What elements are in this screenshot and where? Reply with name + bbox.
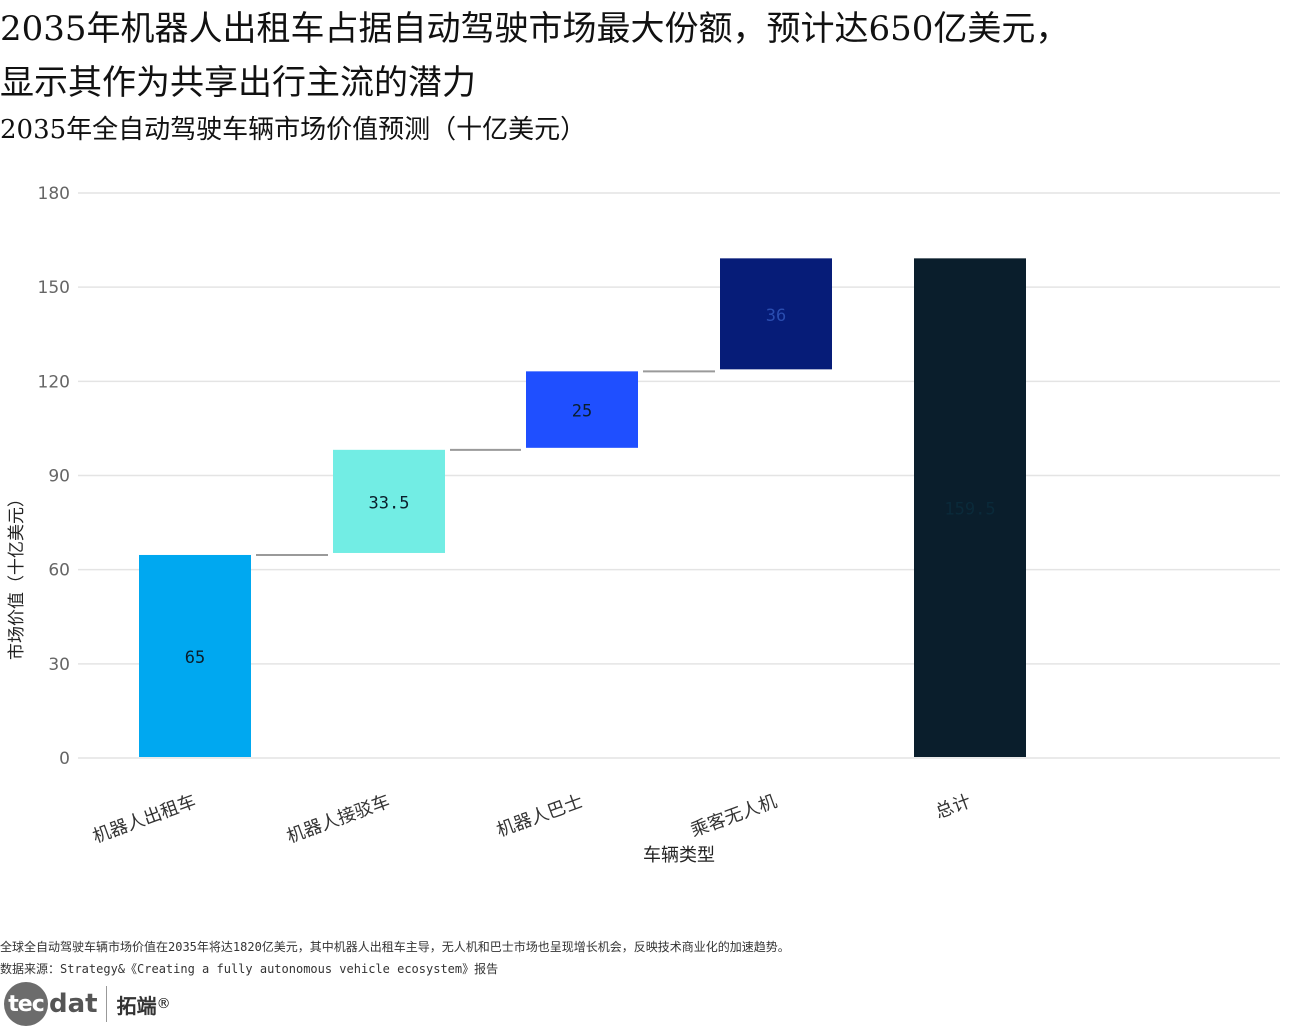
x-tick-label: 总计 <box>933 791 974 823</box>
brand-logo: tec dat 拓端 ® <box>4 982 171 1026</box>
bar <box>139 554 251 757</box>
x-tick-label: 机器人巴士 <box>494 791 586 842</box>
y-tick-label: 0 <box>59 749 70 769</box>
x-tick-label: 乘客无人机 <box>688 791 780 842</box>
y-tick-label: 90 <box>48 467 70 487</box>
bar <box>914 258 1026 757</box>
bar-value-label: 65 <box>185 648 205 668</box>
footnote-description: 全球全自动驾驶车辆市场价值在2035年将达1820亿美元，其中机器人出租车主导，… <box>0 940 790 954</box>
chart-title: 2035年机器人出租车占据自动驾驶市场最大份额，预计达650亿美元，显示其作为共… <box>0 9 1070 103</box>
bar-value-label: 33.5 <box>369 493 410 513</box>
x-tick-label: 机器人出租车 <box>90 791 199 848</box>
footnote-source: 数据来源：Strategy&《Creating a fully autonomo… <box>0 962 499 976</box>
logo-divider <box>105 986 107 1022</box>
bar <box>526 371 638 448</box>
y-tick-label: 30 <box>48 655 70 675</box>
chart-subtitle: 2035年全自动驾驶车辆市场价值预测（十亿美元） <box>0 115 587 145</box>
bar <box>333 449 445 553</box>
logo-text: dat <box>49 989 98 1019</box>
y-tick-label: 60 <box>48 561 70 581</box>
waterfall-chart: 65 33.5 25 36 159.5 0 30 60 90 120 150 180 机器人出租车 机器… <box>7 184 1280 866</box>
x-axis-label: 车辆类型 <box>643 845 715 866</box>
y-axis-label: 市场价值（十亿美元） <box>7 490 27 660</box>
y-tick-label: 180 <box>38 184 70 204</box>
footnote: 全球全自动驾驶车辆市场价值在2035年将达1820亿美元，其中机器人出租车主导，… <box>0 936 790 980</box>
registered-mark: ® <box>156 996 171 1012</box>
bar <box>720 258 832 370</box>
bar-value-label: 36 <box>766 306 786 326</box>
y-tick-label: 150 <box>38 278 70 298</box>
x-tick-label: 机器人接驳车 <box>284 791 393 848</box>
bar-value-label: 159.5 <box>944 500 995 520</box>
bar-value-label: 25 <box>572 402 592 422</box>
y-tick-label: 120 <box>38 372 70 392</box>
logo-badge: tec <box>4 982 48 1026</box>
logo-chinese-name: 拓端 <box>116 993 157 1018</box>
